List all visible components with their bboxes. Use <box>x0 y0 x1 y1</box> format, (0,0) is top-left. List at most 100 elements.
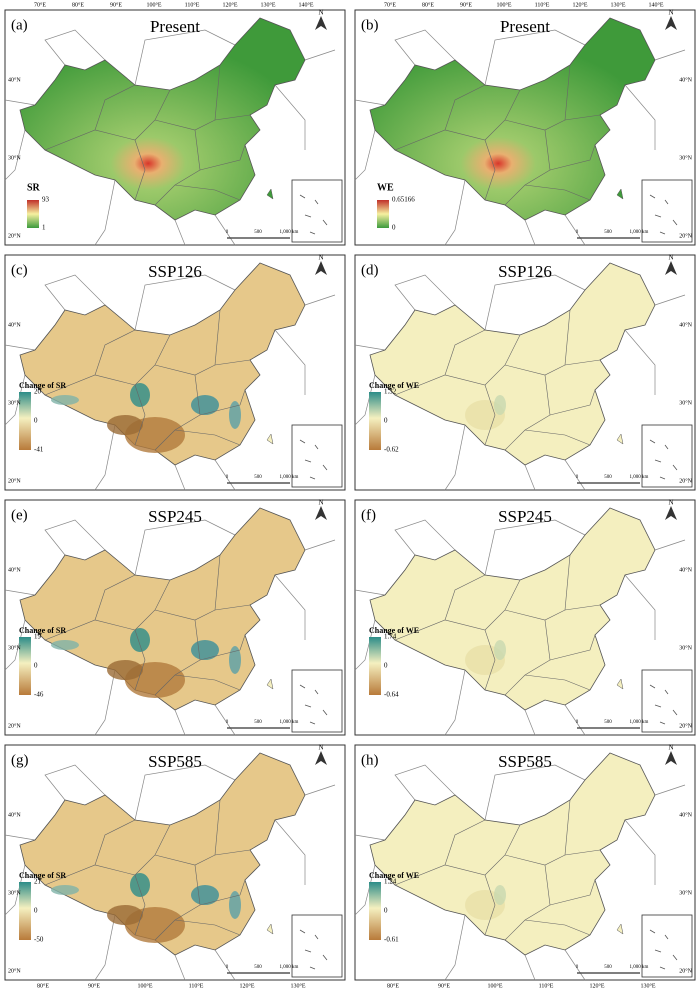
inset-islands <box>649 194 678 235</box>
country-border <box>4 619 26 671</box>
north-arrow <box>665 506 677 520</box>
lon-label-top: 140°E <box>298 1 313 8</box>
change-patch <box>130 628 150 652</box>
inset-islands <box>649 439 678 480</box>
lon-label-top: 140°E <box>648 1 663 8</box>
scale-label: 1,000 km <box>280 230 299 235</box>
legend-bar <box>27 200 39 228</box>
country-border <box>524 954 536 981</box>
north-label: N <box>318 9 323 17</box>
country-border <box>564 459 586 491</box>
change-patch <box>107 415 143 435</box>
country-border <box>654 784 686 796</box>
country-border <box>624 819 656 885</box>
province-border <box>524 674 591 691</box>
lon-label-bottom: 130°E <box>640 982 655 989</box>
country-border <box>214 214 236 246</box>
province-border <box>504 604 601 621</box>
inset-frame <box>291 914 343 978</box>
province-border <box>564 64 571 121</box>
panel-label: (h) <box>361 752 379 768</box>
inset-islands <box>299 194 328 235</box>
lat-label: 20°N <box>679 722 692 729</box>
panel-title: SSP245 <box>148 507 202 526</box>
country-border <box>44 519 106 556</box>
country-border <box>4 864 26 916</box>
lon-label-top: 130°E <box>610 1 625 8</box>
legend-bar <box>369 882 381 940</box>
scale-label: 1,000 km <box>630 720 649 725</box>
country-border <box>564 704 586 736</box>
legend-title: WE <box>377 182 394 193</box>
inset-frame <box>291 179 343 243</box>
province-border <box>484 384 496 446</box>
country-border <box>94 424 116 491</box>
scale-label: 500 <box>604 230 612 235</box>
scale-label: 500 <box>254 230 262 235</box>
panel-title: Present <box>500 17 550 36</box>
legend-label: 0.65166 <box>392 196 415 204</box>
scale-label: 1,000 km <box>630 475 649 480</box>
province-border <box>214 799 221 856</box>
country-border <box>654 49 686 61</box>
province-border <box>444 574 486 621</box>
lat-label: 30°N <box>8 644 21 651</box>
lon-label-bottom: 80°E <box>387 982 399 989</box>
country-border <box>354 129 376 181</box>
legend-title: Change of SR <box>19 626 66 635</box>
north-arrow <box>315 261 327 275</box>
legend-title: Change of WE <box>369 626 419 635</box>
north-arrow <box>665 751 677 765</box>
country-border <box>44 764 106 801</box>
province-border <box>94 84 136 131</box>
scale-label: 1,000 km <box>630 230 649 235</box>
lon-label-bottom: 120°E <box>589 982 604 989</box>
legend-label: -41 <box>34 446 44 454</box>
scale-label: 500 <box>254 965 262 970</box>
lon-label-top: 70°E <box>34 1 46 8</box>
legend-label: -0.61 <box>384 936 399 944</box>
province-border <box>199 389 246 416</box>
lat-label: 40°N <box>679 566 692 573</box>
legend-label: 1 <box>42 224 46 232</box>
country-border <box>624 329 656 395</box>
country-border <box>214 949 236 981</box>
lon-label-top: 120°E <box>222 1 237 8</box>
lon-label-top: 120°E <box>572 1 587 8</box>
province-border <box>524 919 591 936</box>
country-border <box>274 819 306 885</box>
inset-frame <box>291 669 343 733</box>
province-border <box>134 139 146 201</box>
province-border <box>524 184 591 201</box>
lon-label-bottom: 120°E <box>239 982 254 989</box>
legend-label: 0 <box>34 417 38 425</box>
scale-label: 1,000 km <box>280 965 299 970</box>
lat-label: 30°N <box>679 154 692 161</box>
province-border <box>564 309 571 366</box>
change-patch <box>130 383 150 407</box>
lat-label: 20°N <box>679 232 692 239</box>
legend-bar <box>19 882 31 940</box>
scale-label: 500 <box>604 475 612 480</box>
legend-title: Change of WE <box>369 381 419 390</box>
country-border <box>444 424 466 491</box>
country-border <box>564 214 586 246</box>
lon-label-top: 100°E <box>146 1 161 8</box>
legend-bar <box>369 637 381 695</box>
scale-label: 0 <box>226 475 229 480</box>
lat-label: 30°N <box>8 154 21 161</box>
country-border <box>524 219 536 246</box>
change-patch <box>107 660 143 680</box>
lon-label-bottom: 130°E <box>290 982 305 989</box>
change-patch <box>130 873 150 897</box>
inset-frame <box>641 914 693 978</box>
country-border <box>94 914 116 981</box>
panel-label: (f) <box>361 507 376 523</box>
lon-label-top: 90°E <box>110 1 122 8</box>
legend-bar <box>369 392 381 450</box>
province-border <box>564 554 571 611</box>
panel-title: SSP126 <box>498 262 552 281</box>
panel-label: (a) <box>11 17 28 33</box>
north-arrow <box>315 16 327 30</box>
